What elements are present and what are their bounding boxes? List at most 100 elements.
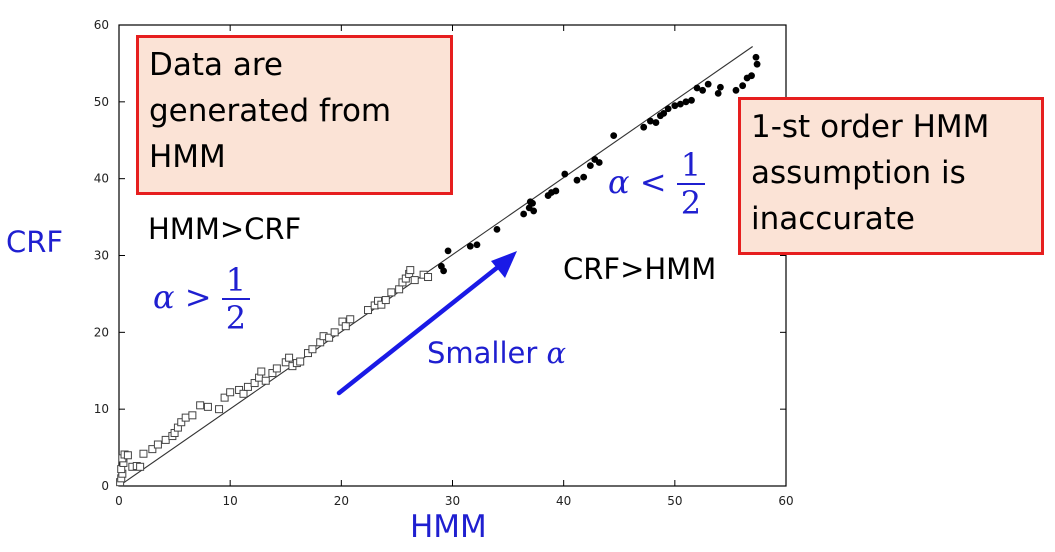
square-point (177, 418, 186, 427)
filled-point (580, 173, 588, 181)
callout-assumption-inaccurate: 1-st order HMM assumption is inaccurate (738, 97, 1044, 255)
filled-point (529, 199, 536, 207)
y-tick-label: 20 (94, 325, 109, 339)
smaller-alpha-arrow (336, 251, 517, 396)
filled-point (466, 242, 474, 250)
y-tick-label: 30 (94, 249, 109, 263)
alpha-gt-lhs: α > (153, 278, 212, 316)
square-point (148, 445, 157, 454)
filled-point (595, 159, 603, 166)
square-point (123, 451, 132, 460)
filled-point (704, 80, 712, 88)
x-tick-label: 20 (334, 494, 349, 508)
filled-point (530, 207, 538, 215)
filled-point (552, 187, 560, 195)
filled-point (664, 105, 672, 113)
x-tick-label: 60 (778, 494, 793, 508)
square-point (261, 376, 270, 385)
callout-line: 1-st order HMM (751, 109, 990, 145)
square-point (308, 345, 317, 354)
square-point (364, 306, 373, 315)
filled-point (753, 60, 761, 68)
fraction-numerator: 1 (221, 262, 251, 300)
filled-point (440, 267, 448, 275)
square-point (203, 402, 212, 411)
x-tick-label: 0 (115, 494, 123, 508)
callout-line: HMM (149, 139, 226, 175)
filled-point (739, 82, 747, 90)
square-point (296, 357, 305, 366)
square-point (346, 315, 355, 324)
y-tick-label: 60 (94, 18, 109, 32)
filled-point (688, 96, 695, 104)
arrow-shaft (336, 260, 506, 396)
square-point (196, 401, 205, 410)
axis-ticks: 0 10 20 30 40 50 60 0 10 20 30 40 50 60 (94, 18, 794, 508)
smaller-alpha-label: Smaller α (427, 336, 566, 370)
filled-point (671, 102, 679, 110)
square-point (239, 389, 248, 398)
y-tick-label: 40 (94, 172, 109, 186)
filled-point (652, 119, 660, 126)
filled-point (676, 100, 684, 108)
filled-point (752, 53, 760, 61)
filled-point (573, 176, 581, 184)
callout-line: Data are (149, 47, 284, 83)
square-point (272, 364, 281, 373)
smaller-word: Smaller (427, 336, 538, 370)
label-hmm-gt-crf: HMM>CRF (148, 212, 302, 246)
filled-point (693, 84, 701, 92)
filled-point (732, 86, 740, 94)
callout-line: assumption is (751, 155, 966, 191)
filled-point (717, 83, 724, 91)
alpha-symbol: α (546, 336, 567, 370)
filled-point (646, 117, 654, 125)
filled-point (561, 170, 569, 178)
square-point (161, 435, 170, 444)
square-point (410, 276, 419, 285)
filled-point (714, 89, 722, 97)
square-point (188, 411, 197, 420)
reference-line (118, 46, 753, 487)
square-point (424, 273, 433, 282)
x-tick-label: 30 (445, 494, 460, 508)
label-crf-gt-hmm: CRF>HMM (563, 252, 717, 286)
callout-data-generated: Data are generated from HMM (136, 35, 453, 195)
alpha-less-half: α < 1 2 (608, 147, 706, 221)
diagonal-line (118, 46, 753, 487)
y-axis-label: CRF (6, 225, 64, 259)
filled-point (640, 123, 648, 131)
square-point (220, 393, 229, 402)
square-point (395, 285, 404, 294)
square-point (381, 296, 390, 305)
fraction-one-half: 1 2 (676, 147, 706, 221)
y-tick-label: 10 (94, 402, 109, 416)
square-point (387, 288, 396, 297)
filled-point (493, 225, 501, 233)
square-point (268, 369, 277, 378)
square-point (325, 333, 334, 342)
square-point (341, 322, 350, 331)
fraction-numerator: 1 (676, 147, 706, 185)
fraction-denominator: 2 (225, 299, 247, 337)
square-point (285, 353, 294, 362)
filled-point (586, 162, 594, 170)
filled-point (699, 86, 707, 94)
x-tick-label: 10 (223, 494, 238, 508)
filled-point (473, 241, 481, 249)
alpha-lt-lhs: α < (608, 163, 667, 201)
square-point (139, 449, 148, 458)
callout-line: generated from (149, 93, 392, 129)
square-point (377, 300, 386, 309)
filled-point (520, 210, 528, 218)
square-point (330, 328, 339, 337)
y-tick-label: 0 (101, 479, 109, 493)
square-point (250, 379, 259, 388)
data-points (116, 53, 761, 487)
square-point (181, 413, 190, 422)
x-tick-label: 40 (556, 494, 571, 508)
y-tick-label: 50 (94, 95, 109, 109)
callout-line: inaccurate (751, 201, 915, 237)
filled-point (444, 247, 452, 255)
